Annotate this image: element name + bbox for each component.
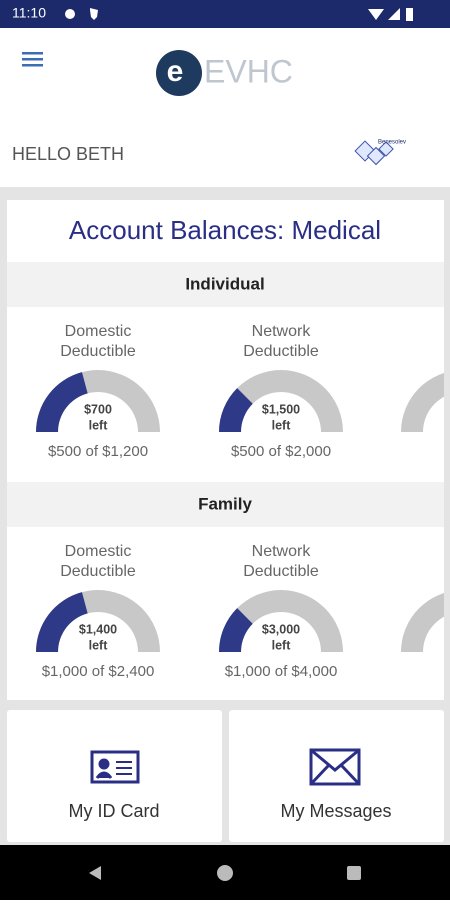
signal-icon: [388, 8, 400, 20]
gauge-left: left: [89, 638, 109, 652]
gauge-remaining: $1,500: [262, 402, 300, 416]
messages-icon: [309, 748, 361, 786]
status-icon: [90, 8, 98, 20]
gauge-summary: $500 of $1,200: [48, 443, 148, 460]
gauge-track: [401, 372, 444, 432]
gauge-title: Network: [252, 543, 312, 560]
logo-e: e: [167, 55, 184, 88]
status-icon: [65, 9, 75, 19]
gauge-fill: [36, 372, 88, 432]
gauge-title: Network: [252, 323, 312, 340]
logo-mark: [156, 50, 202, 96]
section-band: [7, 482, 444, 527]
section-band: [7, 262, 444, 307]
gauge-track: [219, 370, 343, 432]
gauge-remaining: $1,400: [79, 622, 117, 636]
gauge-summary: $1,000 of $4,000: [225, 663, 338, 680]
gauge-fill: [219, 608, 253, 652]
gauge-title: Domestic: [65, 543, 132, 560]
card-content: Individual Domestic Deductible $700 left $500…: [7, 262, 444, 680]
gauge-track: [219, 590, 343, 652]
card-title: Account Balances: Medical: [69, 215, 381, 245]
tile-label: My ID Card: [68, 801, 159, 821]
gauge-title: Deductible: [60, 343, 136, 360]
battery-icon: [406, 8, 413, 21]
section-title: Family: [198, 494, 252, 513]
gauge-left: left: [89, 418, 109, 432]
partner-name: Benesolev: [378, 140, 406, 146]
gauge-fill: [219, 388, 253, 432]
gauge-remaining: $3,000: [262, 622, 300, 636]
section-title: Individual: [185, 274, 264, 293]
nav-recents[interactable]: [347, 866, 361, 880]
gauge-title: Deductible: [243, 563, 319, 580]
partner-logo: Benesolev: [354, 140, 406, 166]
gauge-title: Domestic: [65, 323, 132, 340]
gauge-title: Deductible: [60, 563, 136, 580]
logo-text: EVHC: [204, 53, 293, 89]
gauge-fill: [36, 592, 88, 652]
menu-button[interactable]: [22, 52, 43, 67]
status-time: 11:10: [12, 5, 46, 21]
gauge-summary: $1,000 of $2,400: [42, 663, 155, 680]
gauge-remaining: $700: [84, 402, 112, 416]
nav-back[interactable]: [89, 866, 101, 880]
tile[interactable]: [7, 710, 222, 842]
gauge-title: Deductible: [243, 343, 319, 360]
nav-home[interactable]: [217, 865, 233, 881]
gauge-track: [401, 592, 444, 652]
tile-label: My Messages: [280, 801, 391, 821]
wifi-icon: [368, 9, 384, 20]
gauge-left: left: [272, 638, 292, 652]
id-card-icon: [90, 750, 140, 784]
tile[interactable]: [229, 710, 444, 842]
gauge-summary: $500 of $2,000: [231, 443, 331, 460]
gauge-left: left: [272, 418, 292, 432]
greeting: HELLO BETH: [12, 144, 124, 164]
